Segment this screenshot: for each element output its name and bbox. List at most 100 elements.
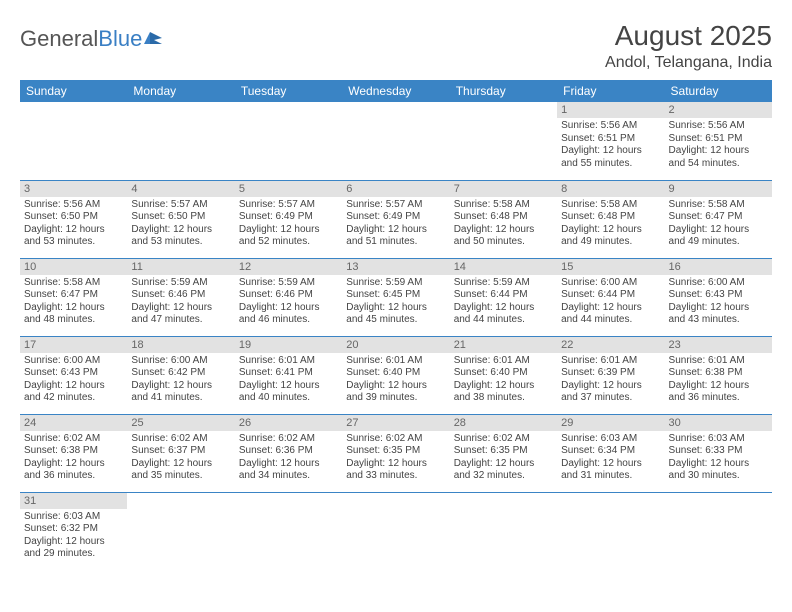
calendar-day-cell: 22Sunrise: 6:01 AMSunset: 6:39 PMDayligh… [557,336,664,414]
sunset-text: Sunset: 6:49 PM [239,211,338,224]
calendar-day-cell: 17Sunrise: 6:00 AMSunset: 6:43 PMDayligh… [20,336,127,414]
calendar-day-cell: 31Sunrise: 6:03 AMSunset: 6:32 PMDayligh… [20,492,127,570]
weekday-header: Monday [127,80,234,102]
sunset-text: Sunset: 6:50 PM [24,211,123,224]
calendar-day-cell: 10Sunrise: 5:58 AMSunset: 6:47 PMDayligh… [20,258,127,336]
sunrise-text: Sunrise: 6:01 AM [454,355,553,368]
sunrise-text: Sunrise: 5:56 AM [24,199,123,212]
sunset-text: Sunset: 6:34 PM [561,445,660,458]
day-number: 25 [127,415,234,431]
sunset-text: Sunset: 6:46 PM [239,289,338,302]
daylight-text: Daylight: 12 hours and 29 minutes. [24,536,123,561]
day-number: 27 [342,415,449,431]
sunrise-text: Sunrise: 6:03 AM [561,433,660,446]
flag-icon [144,26,164,52]
daylight-text: Daylight: 12 hours and 49 minutes. [669,224,768,249]
calendar-day-cell: 6Sunrise: 5:57 AMSunset: 6:49 PMDaylight… [342,180,449,258]
calendar-day-cell [450,102,557,180]
calendar-day-cell: 16Sunrise: 6:00 AMSunset: 6:43 PMDayligh… [665,258,772,336]
day-number: 19 [235,337,342,353]
calendar-table: Sunday Monday Tuesday Wednesday Thursday… [20,80,772,570]
calendar-day-cell: 11Sunrise: 5:59 AMSunset: 6:46 PMDayligh… [127,258,234,336]
sunrise-text: Sunrise: 6:02 AM [454,433,553,446]
calendar-week-row: 3Sunrise: 5:56 AMSunset: 6:50 PMDaylight… [20,180,772,258]
day-number: 4 [127,181,234,197]
daylight-text: Daylight: 12 hours and 47 minutes. [131,302,230,327]
calendar-day-cell: 14Sunrise: 5:59 AMSunset: 6:44 PMDayligh… [450,258,557,336]
calendar-day-cell [342,102,449,180]
sunrise-text: Sunrise: 6:01 AM [669,355,768,368]
sunset-text: Sunset: 6:51 PM [669,133,768,146]
title-block: August 2025 Andol, Telangana, India [605,20,772,72]
sunrise-text: Sunrise: 6:02 AM [131,433,230,446]
daylight-text: Daylight: 12 hours and 52 minutes. [239,224,338,249]
location-text: Andol, Telangana, India [605,54,772,72]
daylight-text: Daylight: 12 hours and 34 minutes. [239,458,338,483]
sunrise-text: Sunrise: 5:58 AM [454,199,553,212]
sunrise-text: Sunrise: 5:57 AM [346,199,445,212]
sunrise-text: Sunrise: 5:59 AM [131,277,230,290]
sunset-text: Sunset: 6:40 PM [346,367,445,380]
calendar-day-cell: 9Sunrise: 5:58 AMSunset: 6:47 PMDaylight… [665,180,772,258]
sunrise-text: Sunrise: 6:01 AM [346,355,445,368]
calendar-day-cell: 30Sunrise: 6:03 AMSunset: 6:33 PMDayligh… [665,414,772,492]
sunset-text: Sunset: 6:48 PM [454,211,553,224]
page-header: GeneralBlue August 2025 Andol, Telangana… [20,20,772,72]
sunrise-text: Sunrise: 5:56 AM [561,120,660,133]
daylight-text: Daylight: 12 hours and 33 minutes. [346,458,445,483]
sunrise-text: Sunrise: 6:02 AM [346,433,445,446]
calendar-day-cell [127,492,234,570]
sunset-text: Sunset: 6:45 PM [346,289,445,302]
calendar-day-cell [665,492,772,570]
day-number: 7 [450,181,557,197]
sunrise-text: Sunrise: 5:59 AM [454,277,553,290]
calendar-day-cell [450,492,557,570]
calendar-week-row: 10Sunrise: 5:58 AMSunset: 6:47 PMDayligh… [20,258,772,336]
sunset-text: Sunset: 6:37 PM [131,445,230,458]
sunset-text: Sunset: 6:38 PM [669,367,768,380]
calendar-body: 1Sunrise: 5:56 AMSunset: 6:51 PMDaylight… [20,102,772,570]
sunrise-text: Sunrise: 5:59 AM [346,277,445,290]
sunrise-text: Sunrise: 5:57 AM [131,199,230,212]
sunset-text: Sunset: 6:43 PM [24,367,123,380]
calendar-day-cell: 20Sunrise: 6:01 AMSunset: 6:40 PMDayligh… [342,336,449,414]
daylight-text: Daylight: 12 hours and 32 minutes. [454,458,553,483]
sunrise-text: Sunrise: 5:58 AM [669,199,768,212]
sunset-text: Sunset: 6:44 PM [561,289,660,302]
sunrise-text: Sunrise: 6:03 AM [669,433,768,446]
calendar-day-cell: 8Sunrise: 5:58 AMSunset: 6:48 PMDaylight… [557,180,664,258]
calendar-week-row: 17Sunrise: 6:00 AMSunset: 6:43 PMDayligh… [20,336,772,414]
calendar-day-cell: 13Sunrise: 5:59 AMSunset: 6:45 PMDayligh… [342,258,449,336]
month-title: August 2025 [605,20,772,52]
daylight-text: Daylight: 12 hours and 45 minutes. [346,302,445,327]
weekday-header: Saturday [665,80,772,102]
weekday-header-row: Sunday Monday Tuesday Wednesday Thursday… [20,80,772,102]
sunrise-text: Sunrise: 6:03 AM [24,511,123,524]
daylight-text: Daylight: 12 hours and 38 minutes. [454,380,553,405]
day-number: 12 [235,259,342,275]
sunset-text: Sunset: 6:46 PM [131,289,230,302]
calendar-day-cell: 2Sunrise: 5:56 AMSunset: 6:51 PMDaylight… [665,102,772,180]
weekday-header: Sunday [20,80,127,102]
sunset-text: Sunset: 6:51 PM [561,133,660,146]
calendar-day-cell [557,492,664,570]
sunset-text: Sunset: 6:38 PM [24,445,123,458]
daylight-text: Daylight: 12 hours and 53 minutes. [131,224,230,249]
calendar-day-cell: 19Sunrise: 6:01 AMSunset: 6:41 PMDayligh… [235,336,342,414]
day-number: 8 [557,181,664,197]
daylight-text: Daylight: 12 hours and 43 minutes. [669,302,768,327]
weekday-header: Thursday [450,80,557,102]
daylight-text: Daylight: 12 hours and 36 minutes. [669,380,768,405]
day-number: 2 [665,102,772,118]
sunset-text: Sunset: 6:39 PM [561,367,660,380]
day-number: 16 [665,259,772,275]
calendar-day-cell: 7Sunrise: 5:58 AMSunset: 6:48 PMDaylight… [450,180,557,258]
sunrise-text: Sunrise: 6:02 AM [239,433,338,446]
sunset-text: Sunset: 6:33 PM [669,445,768,458]
calendar-day-cell [342,492,449,570]
sunrise-text: Sunrise: 6:00 AM [669,277,768,290]
daylight-text: Daylight: 12 hours and 55 minutes. [561,145,660,170]
weekday-header: Friday [557,80,664,102]
sunrise-text: Sunrise: 5:56 AM [669,120,768,133]
daylight-text: Daylight: 12 hours and 37 minutes. [561,380,660,405]
